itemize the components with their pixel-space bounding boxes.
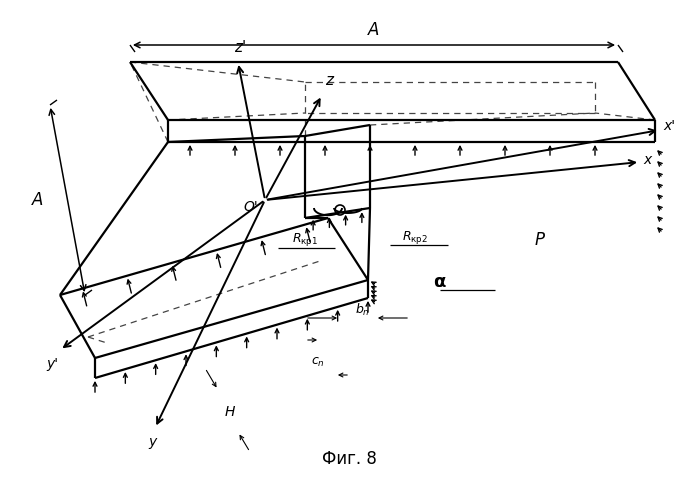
Text: z: z (325, 73, 333, 88)
Text: H: H (225, 405, 235, 419)
Text: y: y (148, 435, 156, 449)
Text: $\mathbf{\alpha}$: $\mathbf{\alpha}$ (433, 273, 447, 291)
Text: A: A (32, 191, 43, 209)
Text: z': z' (234, 40, 246, 55)
Text: $R_{\mathrm{кр2}}$: $R_{\mathrm{кр2}}$ (402, 229, 428, 247)
Text: x': x' (663, 119, 675, 133)
Text: $R_{\mathrm{кр1}}$: $R_{\mathrm{кр1}}$ (292, 231, 318, 249)
Text: y': y' (46, 357, 58, 371)
Text: Фиг. 8: Фиг. 8 (322, 450, 377, 468)
Text: x: x (643, 153, 651, 167)
Text: P: P (535, 231, 545, 249)
Text: O': O' (243, 200, 258, 214)
Text: $c_n$: $c_n$ (311, 356, 325, 369)
Text: $b_n$: $b_n$ (354, 302, 370, 318)
Text: A: A (368, 21, 380, 39)
